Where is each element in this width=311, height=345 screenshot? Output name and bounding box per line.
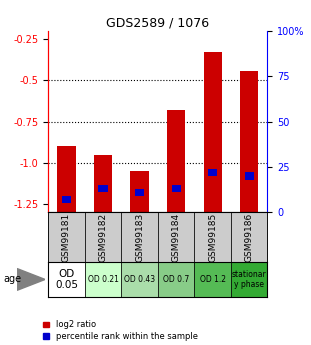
Bar (245, 172, 254, 179)
Bar (231, 212, 267, 262)
Bar (135, 189, 144, 196)
Bar (208, 169, 217, 176)
Bar (158, 212, 194, 262)
Bar (94, 155, 112, 212)
Bar (57, 146, 76, 212)
Bar (121, 212, 158, 262)
Text: stationar
y phase: stationar y phase (232, 270, 267, 289)
Text: GSM99185: GSM99185 (208, 213, 217, 262)
Polygon shape (17, 268, 45, 290)
Bar (194, 212, 231, 262)
Title: GDS2589 / 1076: GDS2589 / 1076 (106, 17, 209, 30)
Bar (172, 185, 181, 192)
Bar (231, 262, 267, 297)
Text: OD 0.43: OD 0.43 (124, 275, 155, 284)
Bar (85, 262, 121, 297)
Text: GSM99181: GSM99181 (62, 213, 71, 262)
Bar (121, 262, 158, 297)
Text: age: age (3, 275, 21, 284)
Bar (85, 212, 121, 262)
Text: GSM99184: GSM99184 (172, 213, 181, 262)
Text: OD
0.05: OD 0.05 (55, 269, 78, 290)
Bar (62, 196, 71, 203)
Text: GSM99186: GSM99186 (245, 213, 254, 262)
Text: OD 1.2: OD 1.2 (200, 275, 226, 284)
Bar (158, 262, 194, 297)
Legend: log2 ratio, percentile rank within the sample: log2 ratio, percentile rank within the s… (43, 321, 197, 341)
Bar (167, 110, 185, 212)
Text: GSM99182: GSM99182 (99, 213, 108, 262)
Bar (48, 262, 85, 297)
Bar (48, 212, 85, 262)
Text: GSM99183: GSM99183 (135, 213, 144, 262)
Bar (203, 52, 222, 212)
Bar (99, 185, 108, 192)
Bar (130, 171, 149, 212)
Bar (194, 262, 231, 297)
Text: OD 0.7: OD 0.7 (163, 275, 189, 284)
Text: OD 0.21: OD 0.21 (88, 275, 118, 284)
Bar (240, 71, 258, 212)
